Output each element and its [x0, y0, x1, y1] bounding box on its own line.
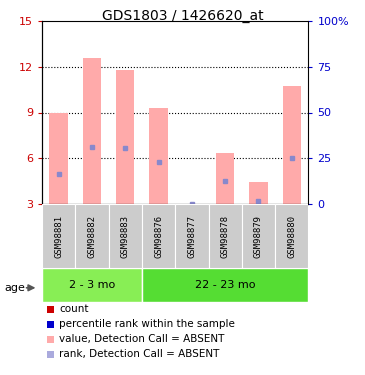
Text: GSM98883: GSM98883	[121, 215, 130, 258]
Text: 22 - 23 mo: 22 - 23 mo	[195, 280, 256, 290]
Text: value, Detection Call = ABSENT: value, Detection Call = ABSENT	[59, 334, 225, 344]
Bar	[149, 108, 168, 204]
Bar	[275, 204, 308, 268]
Text: age: age	[4, 283, 25, 293]
Bar	[83, 58, 101, 204]
Text: count: count	[59, 304, 89, 314]
Bar	[50, 112, 68, 204]
Bar	[242, 204, 275, 268]
Bar	[175, 204, 208, 268]
Text: GSM98877: GSM98877	[187, 215, 196, 258]
Bar	[42, 268, 142, 302]
Bar	[208, 204, 242, 268]
Bar	[75, 204, 109, 268]
Bar	[116, 70, 134, 204]
Text: 2 - 3 mo: 2 - 3 mo	[69, 280, 115, 290]
Bar	[249, 182, 268, 204]
Text: rank, Detection Call = ABSENT: rank, Detection Call = ABSENT	[59, 350, 220, 359]
Text: percentile rank within the sample: percentile rank within the sample	[59, 320, 235, 329]
Bar	[142, 204, 175, 268]
Bar	[283, 87, 301, 204]
Bar	[42, 204, 75, 268]
Text: GSM98876: GSM98876	[154, 215, 163, 258]
Bar	[216, 153, 234, 204]
Text: GSM98880: GSM98880	[287, 215, 296, 258]
Text: GDS1803 / 1426620_at: GDS1803 / 1426620_at	[102, 9, 263, 23]
Text: GSM98879: GSM98879	[254, 215, 263, 258]
Text: GSM98881: GSM98881	[54, 215, 63, 258]
Text: GSM98882: GSM98882	[88, 215, 96, 258]
Text: GSM98878: GSM98878	[221, 215, 230, 258]
Bar	[142, 268, 308, 302]
Bar	[109, 204, 142, 268]
